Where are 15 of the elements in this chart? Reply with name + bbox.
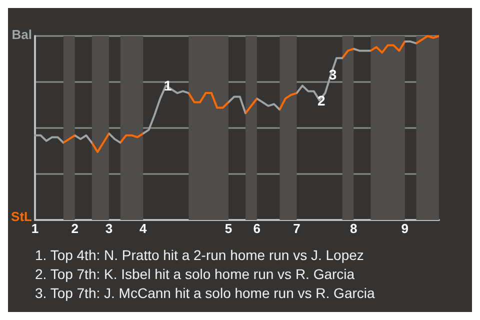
x-tick-label: 1 — [31, 221, 39, 236]
x-tick-label: 3 — [105, 221, 113, 236]
text: 3. Top 7th: J. McCann hit a solo home run vs R. Garcia — [35, 285, 375, 301]
text: 1. Top 4th: N. Pratto hit a 2-run home run vs J. Lopez — [35, 247, 364, 263]
x-tick-label: 5 — [224, 221, 232, 236]
x-tick-label: 4 — [139, 221, 148, 236]
x-tick-label: 7 — [293, 221, 300, 236]
text: 2. Top 7th: K. Isbel hit a solo home run vs R. Garcia — [35, 266, 355, 282]
text: Bal — [12, 27, 32, 42]
x-tick-label: 9 — [401, 221, 408, 236]
text: StL — [11, 209, 32, 224]
x-tick-label: 8 — [350, 221, 358, 236]
annotation: 1 — [164, 78, 172, 94]
x-tick-label: 6 — [253, 221, 261, 236]
x-tick-label: 2 — [71, 221, 78, 236]
